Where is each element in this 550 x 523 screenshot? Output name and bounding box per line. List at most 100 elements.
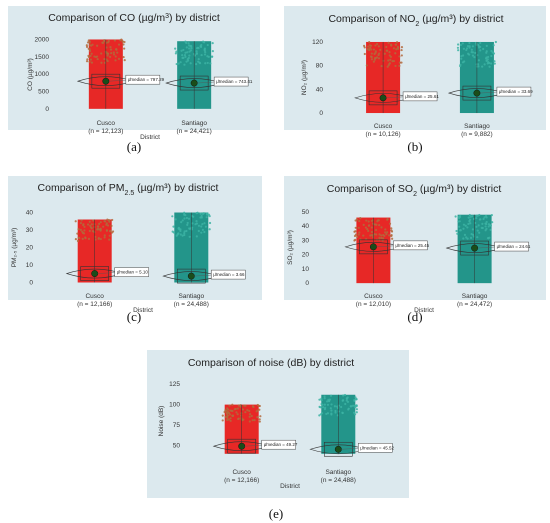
data-point (174, 218, 177, 221)
data-point (394, 52, 397, 55)
data-point (244, 404, 247, 407)
data-point (330, 403, 333, 406)
data-point (344, 402, 347, 406)
data-point (109, 46, 112, 49)
data-point (223, 410, 226, 414)
annotation-box (114, 267, 149, 277)
box (460, 240, 489, 256)
data-point (365, 64, 368, 67)
box (324, 441, 353, 457)
data-point (355, 398, 358, 401)
annotation-box (211, 269, 246, 280)
data-point (368, 49, 371, 52)
data-point (206, 212, 209, 215)
chart-title: Comparison of PM2.5 (µg/m³) by district (38, 182, 219, 197)
data-point (227, 418, 230, 421)
data-point (494, 40, 497, 44)
data-point (387, 64, 390, 67)
data-point (226, 408, 230, 411)
x-axis-label: District (280, 483, 300, 490)
annotation-box (213, 76, 249, 87)
data-point (379, 48, 382, 51)
x-axis-label: District (140, 134, 160, 141)
data-point (225, 411, 228, 415)
data-point (375, 56, 379, 59)
data-point (470, 215, 474, 218)
data-point (346, 396, 349, 399)
y-tick-label: 30 (26, 227, 34, 234)
y-axis-label: Noise (dB) (158, 406, 165, 437)
data-point (90, 223, 93, 226)
data-point (176, 232, 180, 236)
data-point (474, 41, 478, 45)
series-santiago: μ̂median = 45.52 (309, 393, 395, 457)
data-point (479, 45, 482, 48)
data-point (225, 409, 228, 412)
data-point (320, 402, 323, 406)
data-point (388, 51, 391, 54)
data-point (226, 414, 229, 417)
data-point (87, 54, 90, 57)
data-point (181, 234, 184, 237)
data-point (195, 219, 198, 223)
y-tick-label: 2000 (35, 36, 50, 43)
data-point (461, 54, 465, 57)
data-point (370, 219, 374, 223)
y-axis-label: CO (µg/m³) (27, 58, 34, 91)
data-point (467, 216, 470, 219)
data-point (190, 45, 193, 48)
data-point (400, 61, 403, 64)
data-point (468, 45, 471, 48)
y-axis-label: SO₂ (µg/m³) (287, 230, 294, 265)
median-annotation: μ̂median = 3.66 (213, 272, 245, 277)
data-point (475, 217, 478, 220)
data-point (484, 214, 488, 218)
data-point (85, 45, 89, 48)
data-point (458, 216, 462, 219)
data-point (257, 404, 261, 408)
data-point (335, 405, 339, 408)
box (462, 85, 492, 101)
data-point (400, 48, 403, 52)
data-point (100, 52, 103, 55)
data-point (493, 62, 496, 65)
data-point (378, 236, 381, 239)
data-point (369, 55, 373, 58)
data-point (319, 406, 322, 409)
data-point (370, 58, 374, 61)
x-sample-size-label: (n = 24,488) (321, 477, 356, 484)
data-point (490, 213, 493, 217)
data-point (205, 216, 208, 219)
median-point (471, 244, 479, 252)
box (359, 239, 388, 255)
data-point (353, 234, 357, 238)
panel-label-e: (e) (268, 506, 284, 521)
data-point (86, 223, 90, 226)
x-tick-label: Santiago (178, 293, 204, 300)
data-point (83, 229, 86, 232)
data-point (250, 414, 253, 418)
data-point (179, 233, 182, 236)
data-point (206, 55, 209, 58)
data-point (489, 62, 493, 65)
data-point (80, 219, 83, 222)
data-point (88, 40, 91, 43)
y-tick-label: 80 (316, 63, 324, 70)
y-tick-label: 500 (38, 88, 49, 95)
data-point (88, 49, 92, 53)
data-point (368, 41, 371, 44)
data-point (195, 50, 198, 53)
data-point (201, 223, 204, 226)
annotation-leader (197, 81, 215, 84)
data-point (367, 45, 370, 48)
data-point (105, 229, 108, 232)
data-point (460, 57, 463, 60)
data-point (471, 51, 475, 54)
data-point (382, 233, 385, 237)
data-point (109, 55, 112, 59)
data-point (388, 62, 391, 65)
data-point (256, 409, 259, 412)
data-point (74, 238, 77, 241)
data-point (208, 228, 211, 231)
data-point (388, 54, 391, 57)
